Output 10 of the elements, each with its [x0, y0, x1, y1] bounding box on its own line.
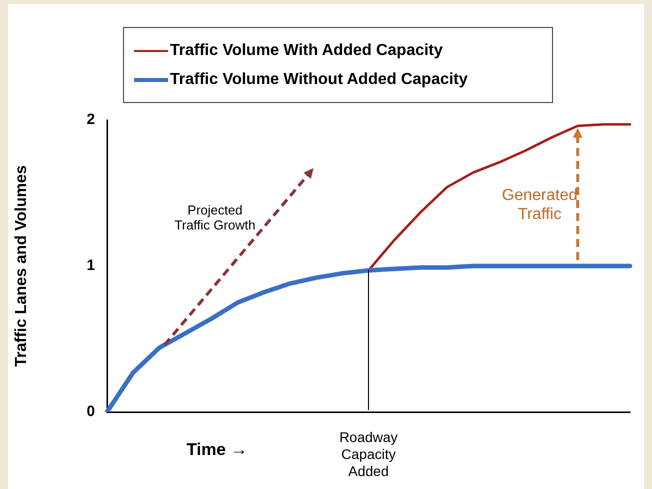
- y-tick-label: 1: [86, 257, 95, 274]
- text: Roadway Capacity Added: [338, 428, 399, 480]
- annotation: Projected Traffic Growth: [174, 202, 256, 234]
- y-tick-label: 2: [86, 111, 95, 128]
- legend-label: Traffic Volume With Added Capacity: [169, 40, 444, 60]
- x-axis-title: Time →: [185, 440, 249, 460]
- y-axis-title: Traffic Lanes and Volumes: [13, 165, 30, 367]
- legend-label: Traffic Volume Without Added Capacity: [169, 70, 469, 90]
- annotation: Generated Traffic: [500, 185, 578, 224]
- y-tick-label: 0: [86, 403, 95, 420]
